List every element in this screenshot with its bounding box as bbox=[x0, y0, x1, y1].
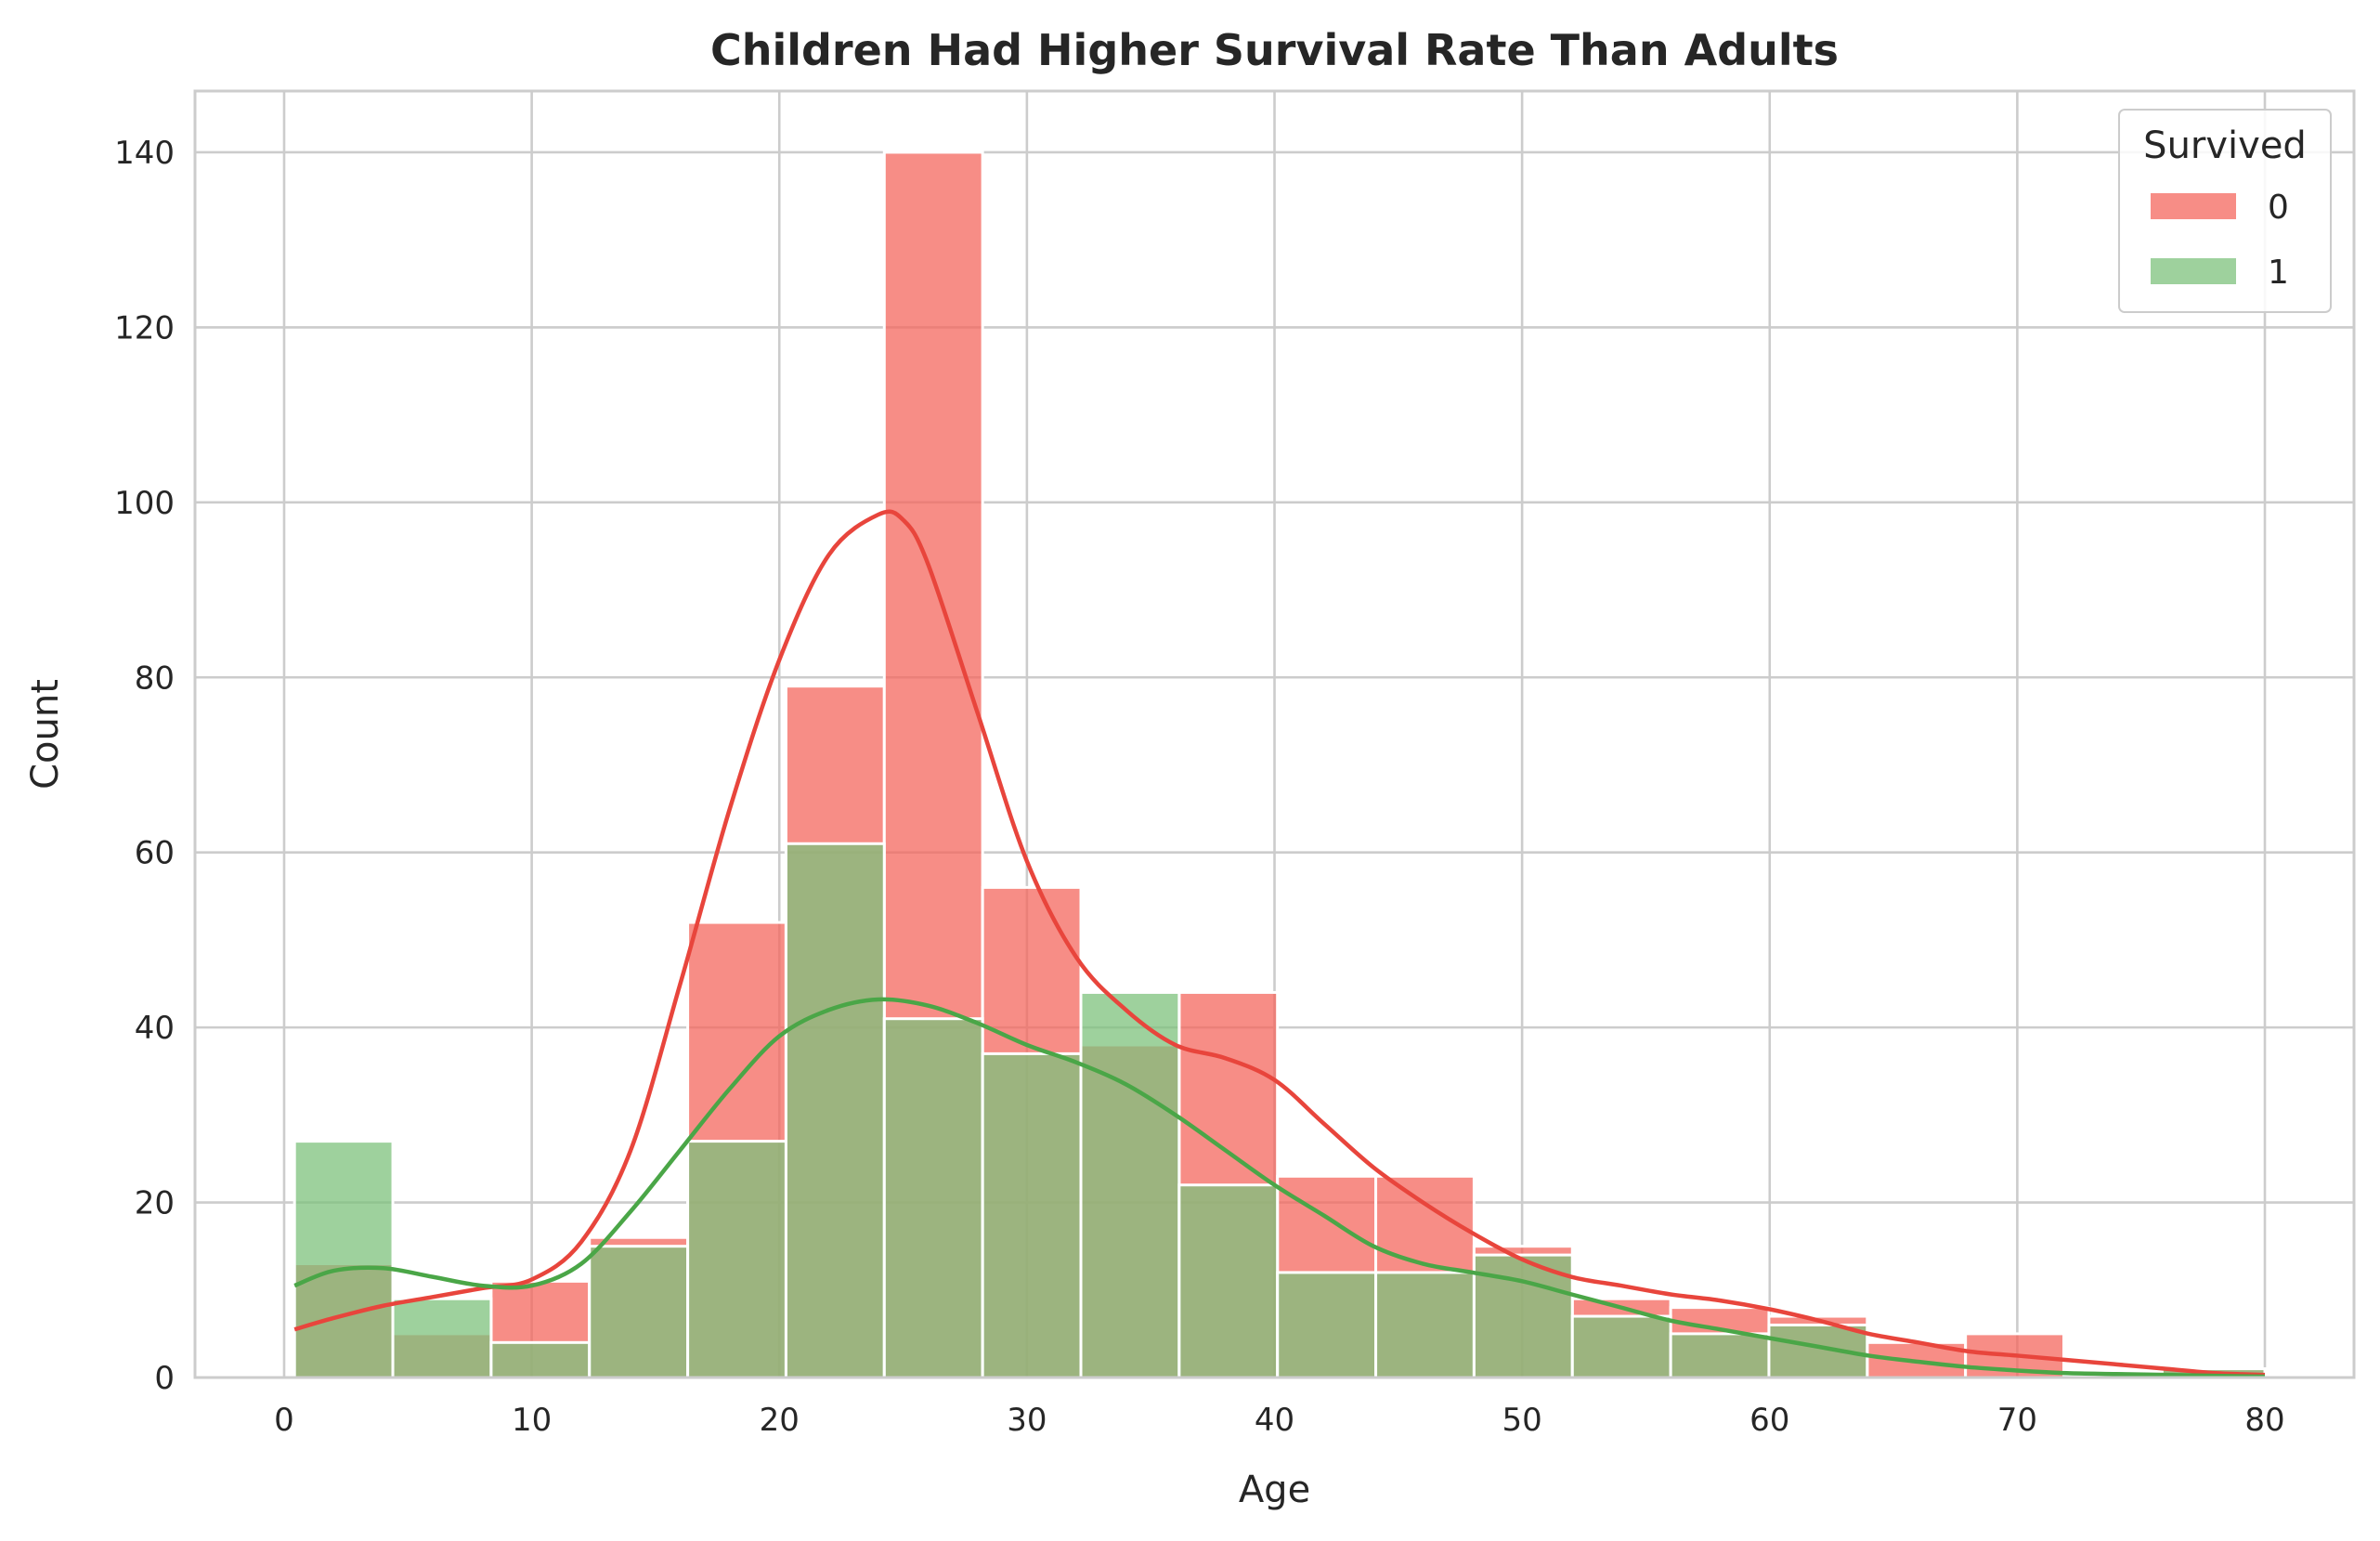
bar-survived-1 bbox=[1276, 1271, 1378, 1379]
y-tick-label: 120 bbox=[114, 309, 175, 346]
bar-survived-1 bbox=[882, 1017, 984, 1379]
y-tick-label: 20 bbox=[135, 1185, 175, 1222]
x-tick-label: 50 bbox=[1502, 1402, 1541, 1439]
legend-title: Survived bbox=[2143, 124, 2307, 167]
y-tick-label: 140 bbox=[114, 135, 175, 172]
x-tick-label: 30 bbox=[1007, 1402, 1047, 1439]
kde-line-survived-1 bbox=[293, 997, 2266, 1379]
x-tick-label: 0 bbox=[274, 1402, 294, 1439]
bar-survived-1 bbox=[1570, 1314, 1672, 1379]
y-tick-label: 80 bbox=[135, 659, 175, 697]
legend-swatch-0 bbox=[2151, 193, 2236, 219]
kde-lines bbox=[293, 509, 2266, 1379]
x-tick-label: 80 bbox=[2244, 1402, 2284, 1439]
y-axis-ticks: 0 20 40 60 80 100 120 140 bbox=[114, 135, 175, 1397]
chart-title: Children Had Higher Survival Rate Than A… bbox=[710, 25, 1839, 75]
x-tick-label: 40 bbox=[1255, 1402, 1294, 1439]
legend-swatch-1 bbox=[2151, 258, 2236, 284]
histogram-bars bbox=[293, 150, 2267, 1379]
x-tick-label: 10 bbox=[512, 1402, 552, 1439]
bar-survived-1 bbox=[1177, 1183, 1280, 1379]
x-axis-label: Age bbox=[1239, 1469, 1310, 1511]
x-tick-label: 60 bbox=[1749, 1402, 1789, 1439]
x-axis-ticks: 0 10 20 30 40 50 60 70 80 bbox=[274, 1402, 2284, 1439]
kde-line-survived-0 bbox=[293, 509, 2266, 1378]
y-tick-label: 0 bbox=[154, 1360, 175, 1397]
bar-survived-1 bbox=[588, 1245, 690, 1379]
bar-survived-1 bbox=[293, 1140, 395, 1379]
y-tick-label: 40 bbox=[135, 1010, 175, 1047]
x-tick-label: 70 bbox=[1997, 1402, 2037, 1439]
legend: Survived 0 1 bbox=[2118, 109, 2332, 313]
legend-label-0: 0 bbox=[2268, 189, 2289, 227]
y-tick-label: 60 bbox=[135, 835, 175, 872]
bar-survived-1 bbox=[391, 1297, 493, 1379]
legend-label-1: 1 bbox=[2268, 254, 2289, 292]
bar-survived-1 bbox=[981, 1051, 1083, 1379]
bar-survived-1 bbox=[489, 1340, 592, 1379]
y-tick-label: 100 bbox=[114, 485, 175, 522]
bar-survived-1 bbox=[784, 842, 886, 1379]
bar-survived-1 bbox=[1374, 1271, 1476, 1379]
y-axis-label: Count bbox=[24, 679, 67, 790]
x-tick-label: 20 bbox=[760, 1402, 800, 1439]
bar-survived-1 bbox=[1669, 1332, 1771, 1379]
plot-frame bbox=[193, 89, 2356, 1379]
bar-survived-1 bbox=[1079, 990, 1181, 1379]
bar-survived-1 bbox=[686, 1140, 787, 1379]
